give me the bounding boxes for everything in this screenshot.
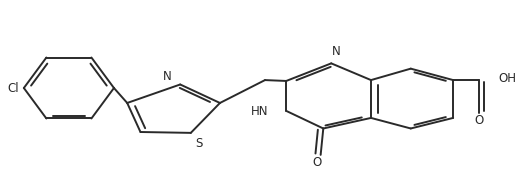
Text: OH: OH	[499, 72, 517, 85]
Text: O: O	[474, 114, 483, 127]
Text: O: O	[312, 156, 322, 169]
Text: HN: HN	[251, 105, 269, 118]
Text: Cl: Cl	[7, 81, 19, 95]
Text: N: N	[332, 45, 341, 58]
Text: N: N	[163, 70, 171, 83]
Text: S: S	[195, 137, 202, 150]
